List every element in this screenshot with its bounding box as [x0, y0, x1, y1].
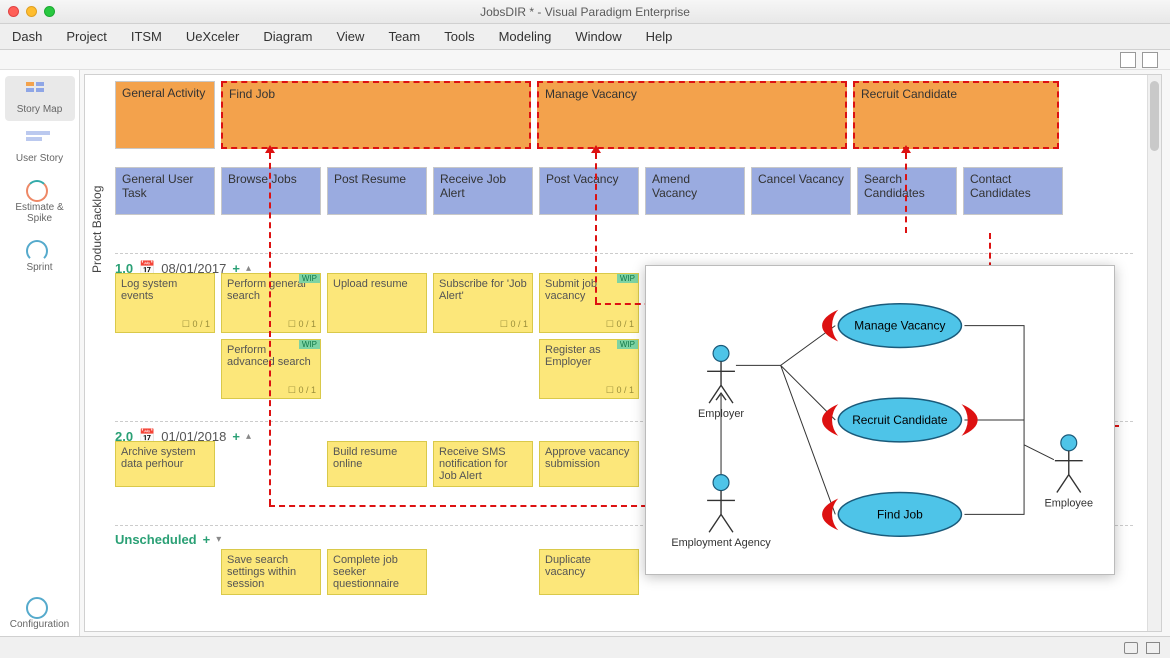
add-icon[interactable]: + — [232, 429, 240, 444]
menu-project[interactable]: Project — [66, 29, 106, 44]
connector-line — [269, 153, 271, 505]
activity-card[interactable]: Find Job — [221, 81, 531, 149]
svg-text:Manage Vacancy: Manage Vacancy — [854, 319, 945, 333]
chevron-up-icon[interactable]: ▴ — [246, 263, 251, 274]
svg-text:Employee: Employee — [1045, 497, 1094, 509]
chevron-down-icon[interactable]: ▾ — [216, 534, 221, 545]
statusbar — [0, 636, 1170, 658]
story-meta: ☐ 0 / 1 — [288, 319, 316, 330]
task-card[interactable]: Post Resume — [327, 167, 427, 215]
connector-arrow — [265, 145, 275, 153]
menu-view[interactable]: View — [336, 29, 364, 44]
titlebar: JobsDIR * - Visual Paradigm Enterprise — [0, 0, 1170, 24]
story-map-canvas[interactable]: Product Backlog General ActivityFind Job… — [84, 74, 1162, 632]
task-card[interactable]: Browse Jobs — [221, 167, 321, 215]
userstory-icon — [26, 131, 54, 149]
menu-window[interactable]: Window — [575, 29, 621, 44]
story-card[interactable]: WIPPerform advanced search☐ 0 / 1 — [221, 339, 321, 399]
menu-dash[interactable]: Dash — [12, 29, 42, 44]
connector-line — [905, 153, 907, 233]
sidebar: Story MapUser StoryEstimate &SpikeSprint… — [0, 70, 80, 636]
story-card[interactable]: Duplicate vacancy — [539, 549, 639, 595]
chevron-up-icon[interactable]: ▴ — [246, 431, 251, 442]
task-card[interactable]: Post Vacancy — [539, 167, 639, 215]
sidebar-item-sprint[interactable]: Sprint — [5, 234, 75, 279]
menu-diagram[interactable]: Diagram — [263, 29, 312, 44]
activity-card[interactable]: Manage Vacancy — [537, 81, 847, 149]
task-card[interactable]: Contact Candidates — [963, 167, 1063, 215]
menu-itsm[interactable]: ITSM — [131, 29, 162, 44]
story-meta: ☐ 0 / 1 — [182, 319, 210, 330]
story-meta: ☐ 0 / 1 — [606, 385, 634, 396]
story-card[interactable]: Subscribe for 'Job Alert'☐ 0 / 1 — [433, 273, 533, 333]
story-card[interactable]: Log system events☐ 0 / 1 — [115, 273, 215, 333]
menu-help[interactable]: Help — [646, 29, 673, 44]
menu-uexceler[interactable]: UeXceler — [186, 29, 239, 44]
window-title: JobsDIR * - Visual Paradigm Enterprise — [0, 5, 1170, 19]
estimate-icon — [26, 180, 54, 198]
story-card[interactable]: Build resume online — [327, 441, 427, 487]
task-card[interactable]: Search Candidates — [857, 167, 957, 215]
story-meta: ☐ 0 / 1 — [288, 385, 316, 396]
connector-arrow — [901, 145, 911, 153]
story-card[interactable]: WIPRegister as Employer☐ 0 / 1 — [539, 339, 639, 399]
story-card[interactable]: Upload resume — [327, 273, 427, 333]
story-card[interactable]: Receive SMS notification for Job Alert — [433, 441, 533, 487]
sidebar-item-story-map[interactable]: Story Map — [5, 76, 75, 121]
sprint-icon — [26, 240, 54, 258]
story-card[interactable]: Archive system data perhour — [115, 441, 215, 487]
wip-badge: WIP — [617, 274, 638, 283]
task-card[interactable]: General User Task — [115, 167, 215, 215]
scrollbar-vertical[interactable] — [1147, 75, 1161, 631]
connector-line — [595, 153, 597, 303]
menu-tools[interactable]: Tools — [444, 29, 474, 44]
story-meta: ☐ 0 / 1 — [606, 319, 634, 330]
story-card[interactable]: WIPPerform general search☐ 0 / 1 — [221, 273, 321, 333]
story-card[interactable]: Approve vacancy submission — [539, 441, 639, 487]
svg-text:Employment Agency: Employment Agency — [671, 537, 771, 549]
svg-text:Find Job: Find Job — [877, 507, 923, 521]
wip-badge: WIP — [617, 340, 638, 349]
tasks-row: General User TaskBrowse JobsPost ResumeR… — [115, 167, 1133, 219]
page-icon[interactable] — [1146, 642, 1160, 654]
toolbar-icon-2[interactable] — [1142, 52, 1158, 68]
menu-team[interactable]: Team — [388, 29, 420, 44]
menu-modeling[interactable]: Modeling — [499, 29, 552, 44]
wip-badge: WIP — [299, 340, 320, 349]
usecase-diagram-overlay[interactable]: Employer Employment Agency Employee Manage … — [645, 265, 1115, 575]
sidebar-item-estimate-spike[interactable]: Estimate &Spike — [5, 174, 75, 230]
story-card[interactable]: Complete job seeker questionnaire — [327, 549, 427, 595]
svg-text:Employer: Employer — [698, 408, 744, 420]
mail-icon[interactable] — [1124, 642, 1138, 654]
add-icon[interactable]: + — [203, 532, 211, 547]
sidebar-item-configuration[interactable]: Configuration — [5, 591, 75, 636]
svg-text:Recruit Candidate: Recruit Candidate — [852, 413, 948, 427]
activities-row: General ActivityFind JobManage VacancyRe… — [115, 81, 1133, 153]
activity-card[interactable]: Recruit Candidate — [853, 81, 1059, 149]
task-card[interactable]: Cancel Vacancy — [751, 167, 851, 215]
mini-toolbar — [0, 50, 1170, 70]
task-card[interactable]: Receive Job Alert — [433, 167, 533, 215]
menubar: Dash Project ITSM UeXceler Diagram View Team To… — [0, 24, 1170, 50]
config-icon — [26, 597, 54, 615]
activity-card[interactable]: General Activity — [115, 81, 215, 149]
product-backlog-label: Product Backlog — [87, 159, 107, 299]
storymap-icon — [26, 82, 54, 100]
connector-arrow — [591, 145, 601, 153]
toolbar-icon-1[interactable] — [1120, 52, 1136, 68]
task-card[interactable]: Amend Vacancy — [645, 167, 745, 215]
wip-badge: WIP — [299, 274, 320, 283]
sidebar-item-user-story[interactable]: User Story — [5, 125, 75, 170]
story-card[interactable]: Save search settings within session — [221, 549, 321, 595]
story-meta: ☐ 0 / 1 — [500, 319, 528, 330]
